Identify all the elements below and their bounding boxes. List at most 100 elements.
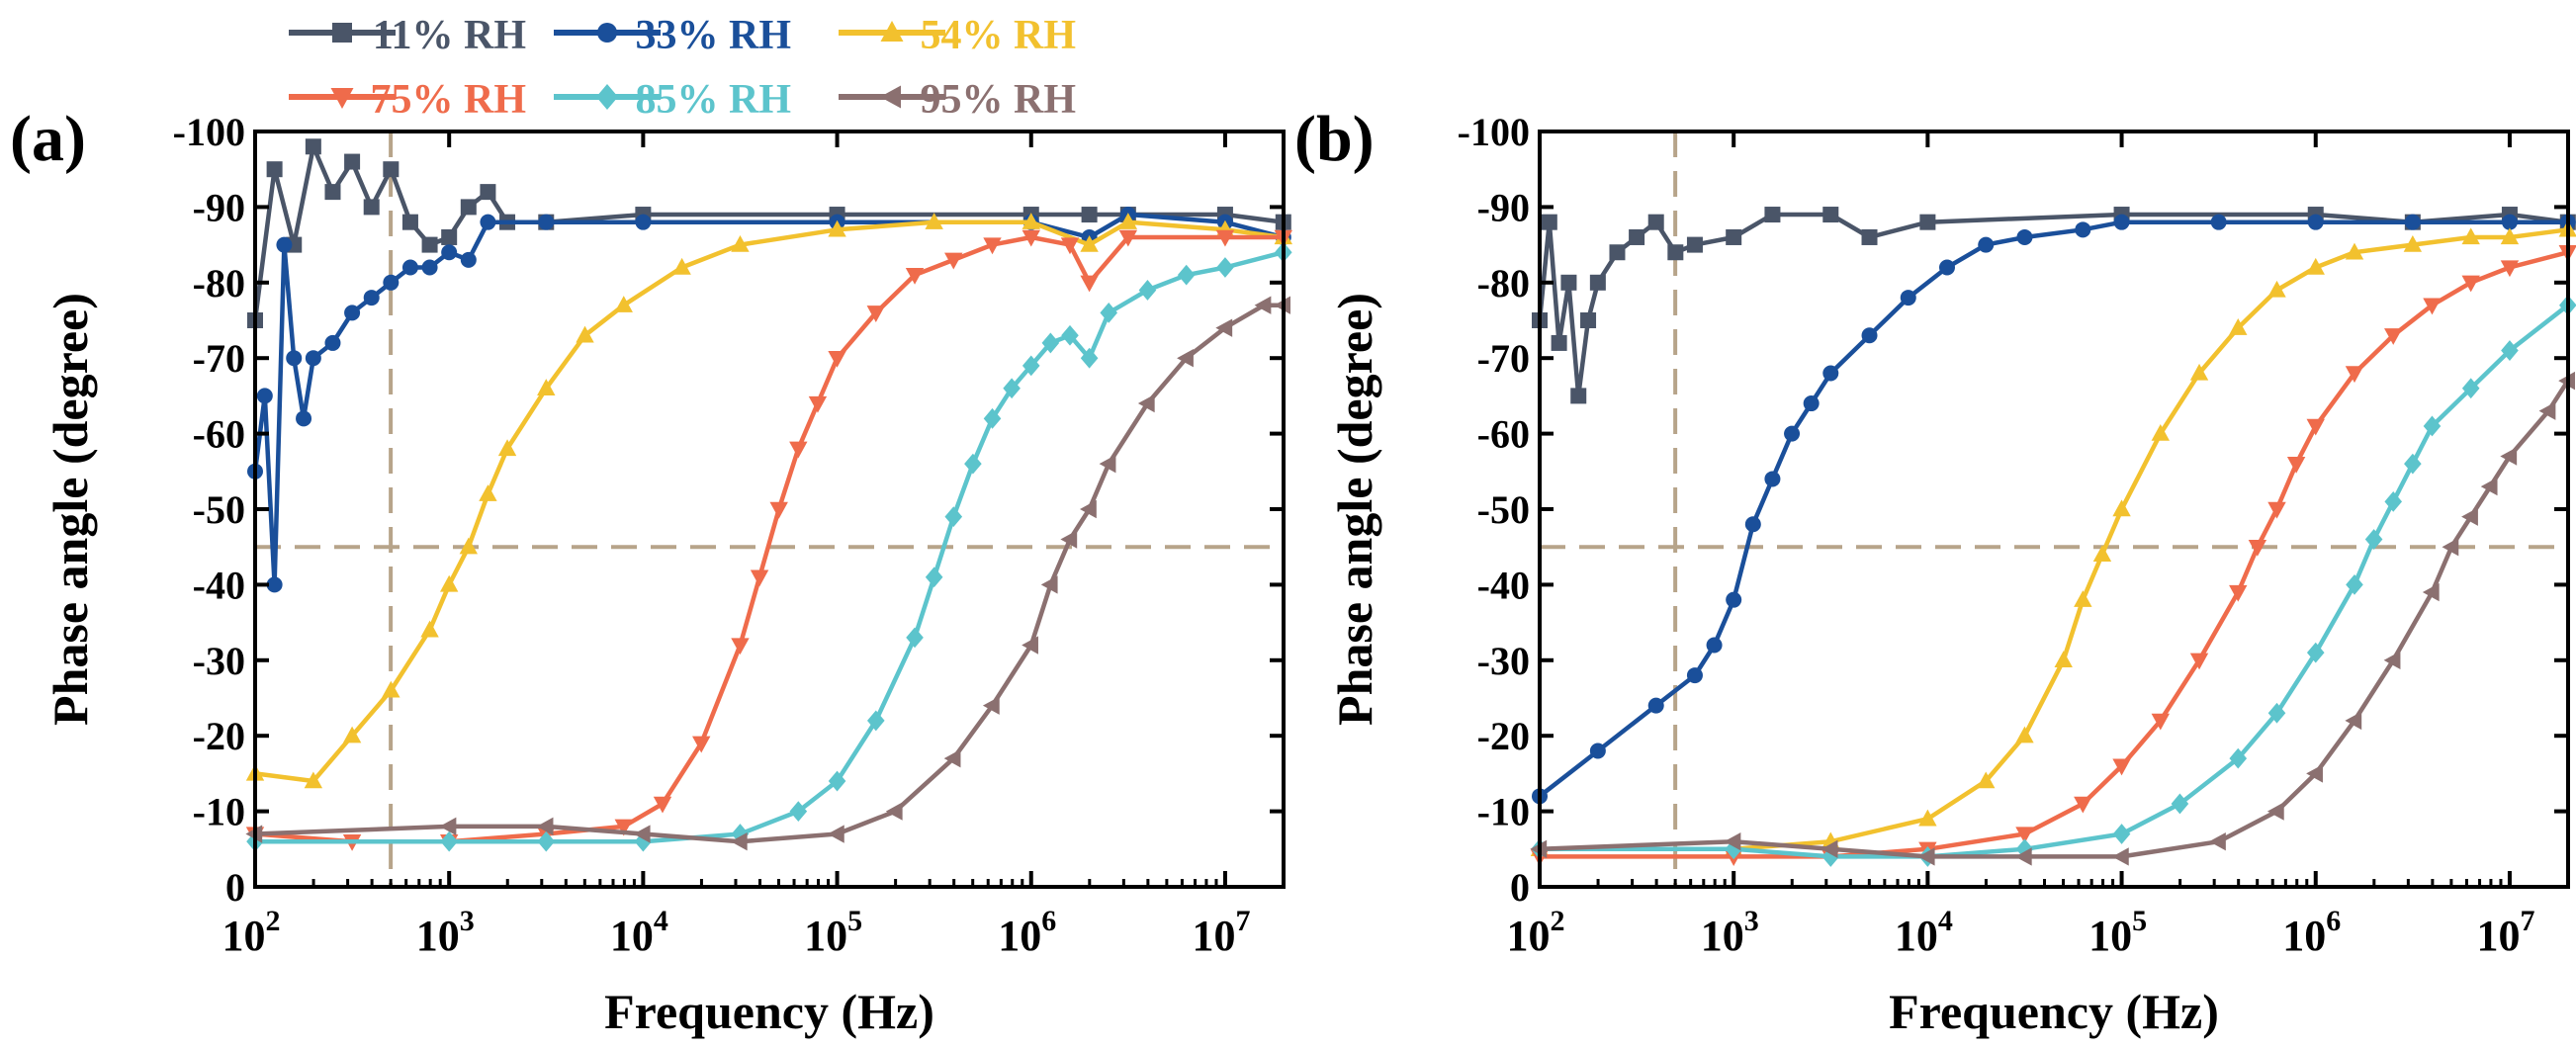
data-point [1551, 334, 1567, 351]
data-point [2189, 363, 2209, 381]
data-point [828, 219, 846, 237]
data-point [1821, 839, 1838, 858]
data-point [401, 214, 418, 230]
data-point [633, 825, 651, 843]
series-group [1530, 207, 2576, 867]
x-tick-exponent: 5 [2132, 905, 2147, 937]
y-tick-label: -60 [193, 412, 245, 457]
data-point [2404, 453, 2422, 475]
data-point [1080, 235, 1099, 252]
data-point [2500, 447, 2518, 466]
data-point [2345, 711, 2362, 731]
y-tick-label: -60 [1477, 412, 1530, 457]
data-point [982, 696, 1000, 715]
data-point [1861, 228, 1878, 245]
legend-item-85-rh: 85% RH [554, 77, 791, 123]
data-point [497, 439, 517, 457]
data-point [614, 296, 633, 312]
data-point [2015, 726, 2034, 743]
series-33-rh [1532, 214, 2576, 805]
data-point [2500, 260, 2520, 278]
y-tick-label: 0 [225, 865, 245, 910]
data-point [983, 237, 1002, 255]
data-point [2248, 540, 2267, 557]
y-tick-label: -20 [193, 714, 245, 758]
plot-frame [253, 130, 1286, 889]
data-point [1706, 637, 1723, 654]
x-tick-exponent: 6 [2326, 905, 2341, 937]
data-point [1726, 591, 1742, 608]
x-tick-base: 10 [2282, 912, 2326, 960]
data-point [1580, 312, 1597, 328]
series-line [254, 234, 1284, 844]
data-point [1100, 302, 1118, 323]
data-point [480, 184, 496, 201]
data-point [789, 441, 808, 459]
data-point [344, 305, 361, 321]
legend-marker-triangle-up [880, 21, 904, 42]
legend-marker-triangle-down [330, 88, 354, 109]
data-point [653, 796, 672, 814]
x-tick-base: 10 [416, 912, 460, 960]
data-point [2306, 642, 2325, 663]
data-point [305, 138, 321, 155]
data-point [439, 817, 457, 836]
x-tick-base: 10 [1507, 912, 1551, 960]
data-point [1977, 771, 1996, 789]
data-point [635, 214, 652, 230]
data-point [2403, 235, 2423, 252]
data-point [2015, 827, 2034, 844]
series-line [252, 144, 1285, 321]
y-tick-label: -70 [1477, 336, 1530, 381]
legend-label: 54% RH [921, 13, 1077, 58]
data-point [2210, 214, 2227, 230]
data-point [1629, 228, 1645, 245]
data-point [885, 802, 903, 821]
data-point [1022, 213, 1040, 229]
data-point [1118, 229, 1138, 247]
x-tick-exponent: 3 [1744, 905, 1759, 937]
data-point [1177, 264, 1196, 286]
series-line [1540, 227, 2569, 852]
data-point [2014, 847, 2032, 866]
series-11-rh [1532, 207, 2576, 404]
panel-label: (b) [1294, 103, 1375, 175]
data-point [2151, 424, 2171, 441]
y-tick-label: -80 [1477, 261, 1530, 306]
data-point [789, 801, 808, 822]
data-point [441, 228, 458, 245]
x-tick-exponent: 4 [654, 905, 668, 937]
data-point [342, 726, 362, 743]
data-point [2074, 796, 2092, 814]
x-tick-exponent: 7 [1235, 905, 1250, 937]
x-tick-label: 105 [2088, 905, 2147, 960]
data-point [2500, 227, 2520, 245]
data-point [479, 484, 497, 501]
data-point [2306, 257, 2325, 275]
y-tick-label: -50 [1477, 487, 1530, 532]
data-point [1609, 244, 1626, 261]
y-tick-label: -30 [1477, 639, 1530, 683]
x-tick-base: 10 [222, 912, 266, 960]
data-point [2189, 653, 2209, 670]
x-tick-label: 106 [2282, 905, 2341, 960]
data-point [2423, 298, 2442, 315]
data-point [1541, 214, 1557, 230]
x-tick-exponent: 4 [1938, 905, 1953, 937]
data-point [1137, 393, 1155, 413]
data-point [692, 736, 711, 753]
data-point [276, 236, 293, 253]
data-point [769, 501, 788, 519]
data-point [363, 290, 380, 306]
data-point [305, 350, 321, 367]
data-point [1686, 236, 1703, 253]
data-point [1803, 395, 1820, 412]
data-point [2384, 490, 2403, 512]
y-tick-label: -20 [1477, 714, 1530, 758]
x-tick-base: 10 [1192, 912, 1235, 960]
legend-label: 11% RH [373, 13, 526, 58]
series-line [1540, 250, 2569, 859]
series-line [1538, 219, 2568, 799]
y-tick-label: -10 [193, 790, 245, 834]
data-point [731, 235, 750, 252]
